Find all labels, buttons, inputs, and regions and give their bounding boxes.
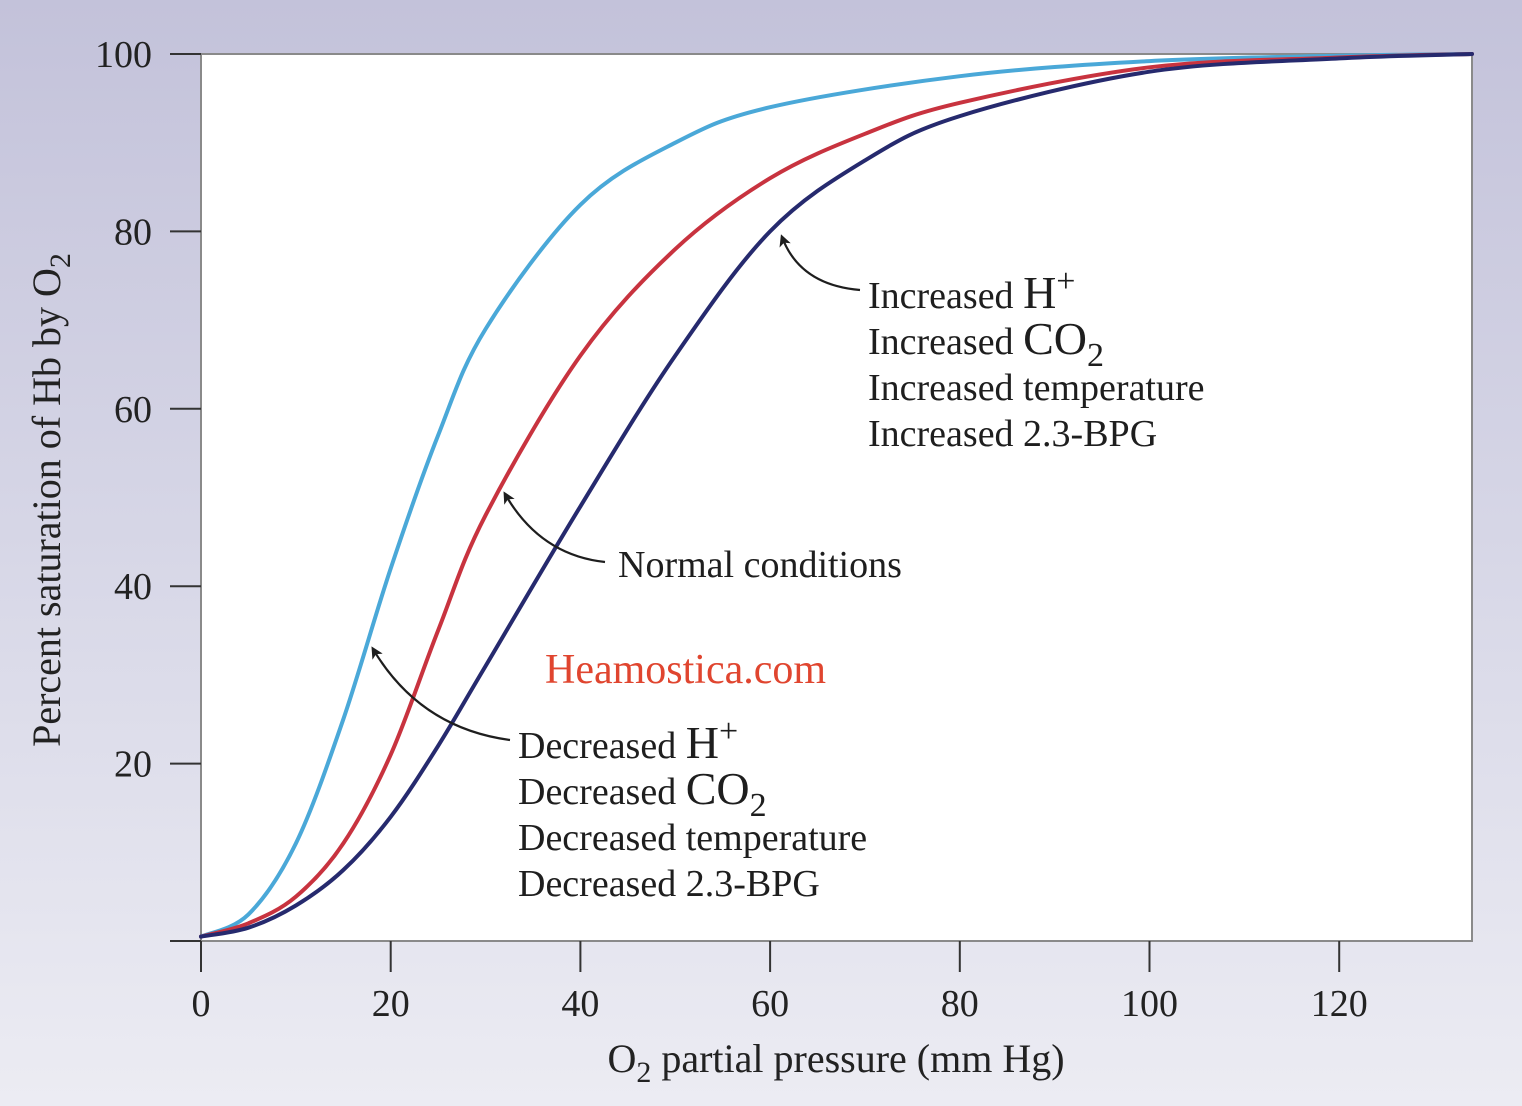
x-tick-label-80: 80	[941, 983, 979, 1025]
arrow-decreased	[371, 646, 511, 742]
svg-text:Increased temperature: Increased temperature	[868, 367, 1205, 409]
x-tick-label-0: 0	[192, 983, 211, 1025]
watermark: Heamostica.com	[545, 647, 826, 693]
y-tick-label-80: 80	[114, 211, 152, 253]
svg-text:Decreased H+: Decreased H+	[518, 713, 738, 768]
x-tick-label-20: 20	[372, 983, 410, 1025]
x-tick-label-120: 120	[1311, 983, 1368, 1025]
y-tick-label-100: 100	[95, 34, 152, 76]
svg-text:Decreased temperature: Decreased temperature	[518, 817, 867, 859]
svg-text:Increased CO2: Increased CO2	[868, 313, 1104, 374]
y-tick-label-40: 40	[114, 566, 152, 608]
annotation-increased: Increased H+ Increased CO2 Increased tem…	[779, 234, 1205, 455]
series-layer	[199, 52, 1474, 939]
y-axis-title: Percent saturation of Hb by O2	[24, 253, 77, 747]
x-axis: 0 20 40 60 80 100 120	[192, 941, 1368, 1025]
x-axis-title: O2 partial pressure (mm Hg)	[607, 1036, 1064, 1089]
series-line-0	[199, 52, 1474, 939]
svg-text:Decreased 2.3-BPG: Decreased 2.3-BPG	[518, 863, 820, 905]
x-tick-label-40: 40	[561, 983, 599, 1025]
x-tick-label-100: 100	[1121, 983, 1178, 1025]
x-tick-label-60: 60	[751, 983, 789, 1025]
series-line-2	[199, 52, 1474, 939]
svg-text:Increased 2.3-BPG: Increased 2.3-BPG	[868, 413, 1157, 455]
arrow-increased	[779, 234, 861, 292]
svg-text:Decreased CO2: Decreased CO2	[518, 763, 767, 824]
y-tick-label-60: 60	[114, 389, 152, 431]
annotation-normal: Normal conditions	[503, 491, 902, 586]
annotation-decreased: Decreased H+ Decreased CO2 Decreased tem…	[371, 646, 867, 905]
y-axis: 20 40 60 80 100	[95, 34, 201, 942]
series-line-1	[199, 52, 1474, 939]
svg-text:Normal conditions: Normal conditions	[618, 544, 902, 586]
plot-area	[200, 53, 1473, 942]
y-tick-label-20: 20	[114, 744, 152, 786]
svg-text:Increased H+: Increased H+	[868, 263, 1075, 318]
arrow-normal	[503, 491, 606, 564]
